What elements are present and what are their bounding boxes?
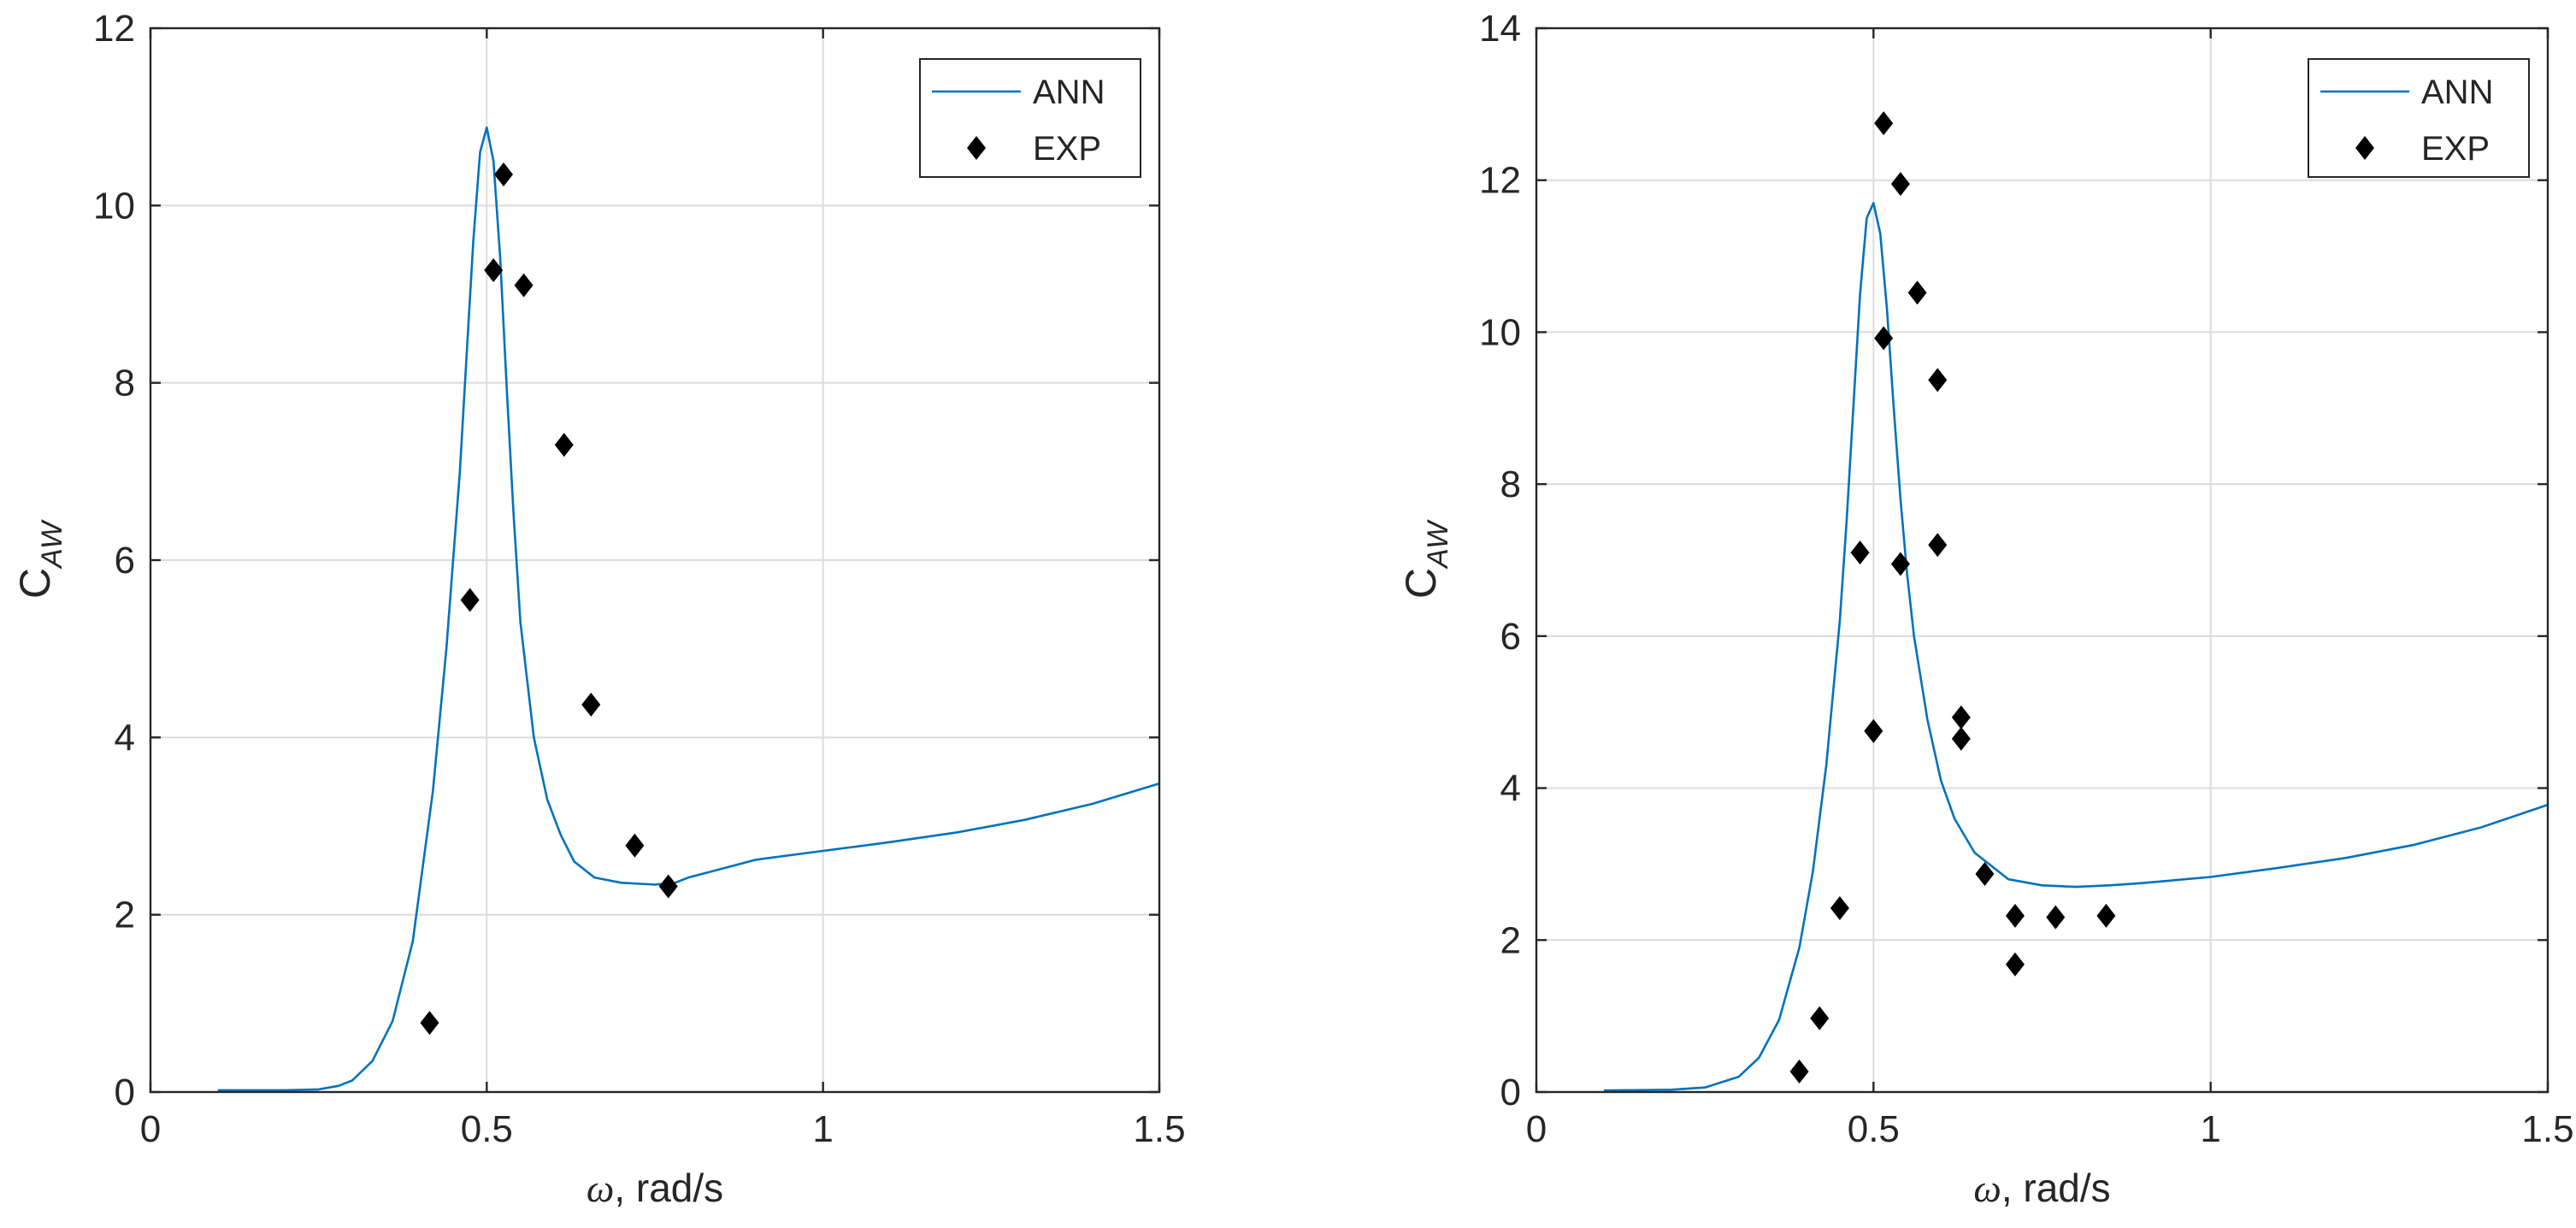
data-point xyxy=(460,587,480,612)
data-point xyxy=(494,162,513,187)
data-point xyxy=(1907,280,1927,305)
data-point xyxy=(625,833,645,858)
x-axis-label: ω, rad/s xyxy=(587,1166,723,1210)
y-tick-label: 0 xyxy=(1500,1072,1521,1113)
data-point xyxy=(1928,368,1948,393)
x-axis-label-unit: , rad/s xyxy=(2001,1166,2111,1210)
series-points-exp xyxy=(420,162,678,1036)
axes-box xyxy=(1535,27,2549,1094)
y-tick-label: 6 xyxy=(115,540,135,582)
data-point xyxy=(581,692,601,717)
y-tick-label: 8 xyxy=(1500,463,1521,505)
y-tick-label: 12 xyxy=(93,8,135,50)
series-line-ann xyxy=(217,126,1160,1092)
data-point xyxy=(514,273,533,298)
data-point xyxy=(1890,172,1910,197)
x-axis-label-unit: , rad/s xyxy=(614,1166,723,1210)
ticks: 0 0.5 1 1.5 0 2 4 6 8 10 12 xyxy=(93,8,1186,1150)
x-tick-label: 0 xyxy=(140,1108,161,1150)
data-point xyxy=(2005,952,2025,977)
legend: ANN EXP xyxy=(2308,58,2530,178)
x-tick-label: 0 xyxy=(1526,1108,1547,1150)
series-line-ann xyxy=(1603,202,2549,1092)
plot-area xyxy=(1536,28,2548,1092)
x-tick-label: 1 xyxy=(812,1108,833,1150)
data-point xyxy=(1789,1060,1809,1084)
legend-label-exp: EXP xyxy=(1033,130,1101,168)
legend-box xyxy=(919,58,1141,178)
y-tick-label: 0 xyxy=(115,1072,135,1113)
data-point xyxy=(554,433,574,458)
series-points-exp xyxy=(1789,111,2116,1084)
x-axis-label-symbol: ω xyxy=(587,1166,614,1210)
data-point xyxy=(2096,903,2116,928)
data-point xyxy=(2005,903,2025,928)
y-tick-label: 4 xyxy=(1500,768,1521,810)
y-tick-label: 10 xyxy=(1479,311,1521,353)
data-point xyxy=(1874,326,1894,351)
y-tick-label: 10 xyxy=(93,185,135,227)
y-tick-label: 8 xyxy=(115,363,135,404)
data-point xyxy=(1928,533,1948,558)
ticks: 0 0.5 1 1.5 0 2 4 6 8 10 12 14 xyxy=(1479,8,2574,1150)
grid xyxy=(1536,28,2548,1092)
x-axis-label: ω, rad/s xyxy=(1973,1166,2110,1210)
data-point xyxy=(1810,1006,1830,1030)
data-point xyxy=(1830,895,1849,920)
y-axis-label: CAW xyxy=(1397,519,1454,599)
x-axis-label-symbol: ω xyxy=(1973,1166,2001,1210)
x-tick-label: 0.5 xyxy=(1848,1108,1900,1150)
y-tick-label: 2 xyxy=(1500,919,1521,961)
x-tick-label: 1.5 xyxy=(1133,1108,1185,1150)
data-point xyxy=(1951,726,1971,751)
data-point xyxy=(1864,718,1883,743)
data-point xyxy=(1874,111,1894,136)
y-axis-label-main: C xyxy=(11,568,59,599)
legend-box xyxy=(2308,58,2530,178)
legend-label-exp: EXP xyxy=(2421,130,2490,168)
legend-label-ann: ANN xyxy=(2421,74,2493,111)
y-tick-label: 2 xyxy=(115,894,135,936)
legend: ANN EXP xyxy=(919,58,1141,178)
y-axis-label-subscript: AW xyxy=(1422,519,1454,570)
data-point xyxy=(1975,861,1995,886)
data-point xyxy=(1850,540,1870,565)
data-point xyxy=(1890,552,1910,576)
chart-panel-2: 0 0.5 1 1.5 0 2 4 6 8 10 12 14 ω, rad/s CAW ANN EXP xyxy=(1397,8,2574,1210)
legend-label-ann: ANN xyxy=(1033,74,1105,111)
y-axis-label-main: C xyxy=(1397,568,1445,599)
x-tick-label: 1.5 xyxy=(2521,1108,2573,1150)
data-point xyxy=(658,874,678,899)
x-tick-label: 1 xyxy=(2200,1108,2220,1150)
y-tick-label: 12 xyxy=(1479,160,1521,202)
x-tick-label: 0.5 xyxy=(461,1108,513,1150)
grid xyxy=(150,28,1159,1092)
legend-swatch-exp xyxy=(967,136,986,160)
y-axis-label: CAW xyxy=(11,519,68,599)
chart-panel-1: 0 0.5 1 1.5 0 2 4 6 8 10 12 ω, rad/s CAW ANN EXP xyxy=(11,8,1186,1210)
y-axis-label-subscript: AW xyxy=(36,519,68,570)
y-tick-label: 6 xyxy=(1500,616,1521,658)
data-point xyxy=(420,1011,439,1036)
y-tick-label: 4 xyxy=(115,717,135,759)
data-point xyxy=(1951,705,1971,729)
data-point xyxy=(2046,905,2066,930)
y-tick-label: 14 xyxy=(1479,8,1521,50)
legend-swatch-exp xyxy=(2355,136,2374,160)
data-point xyxy=(484,258,504,283)
